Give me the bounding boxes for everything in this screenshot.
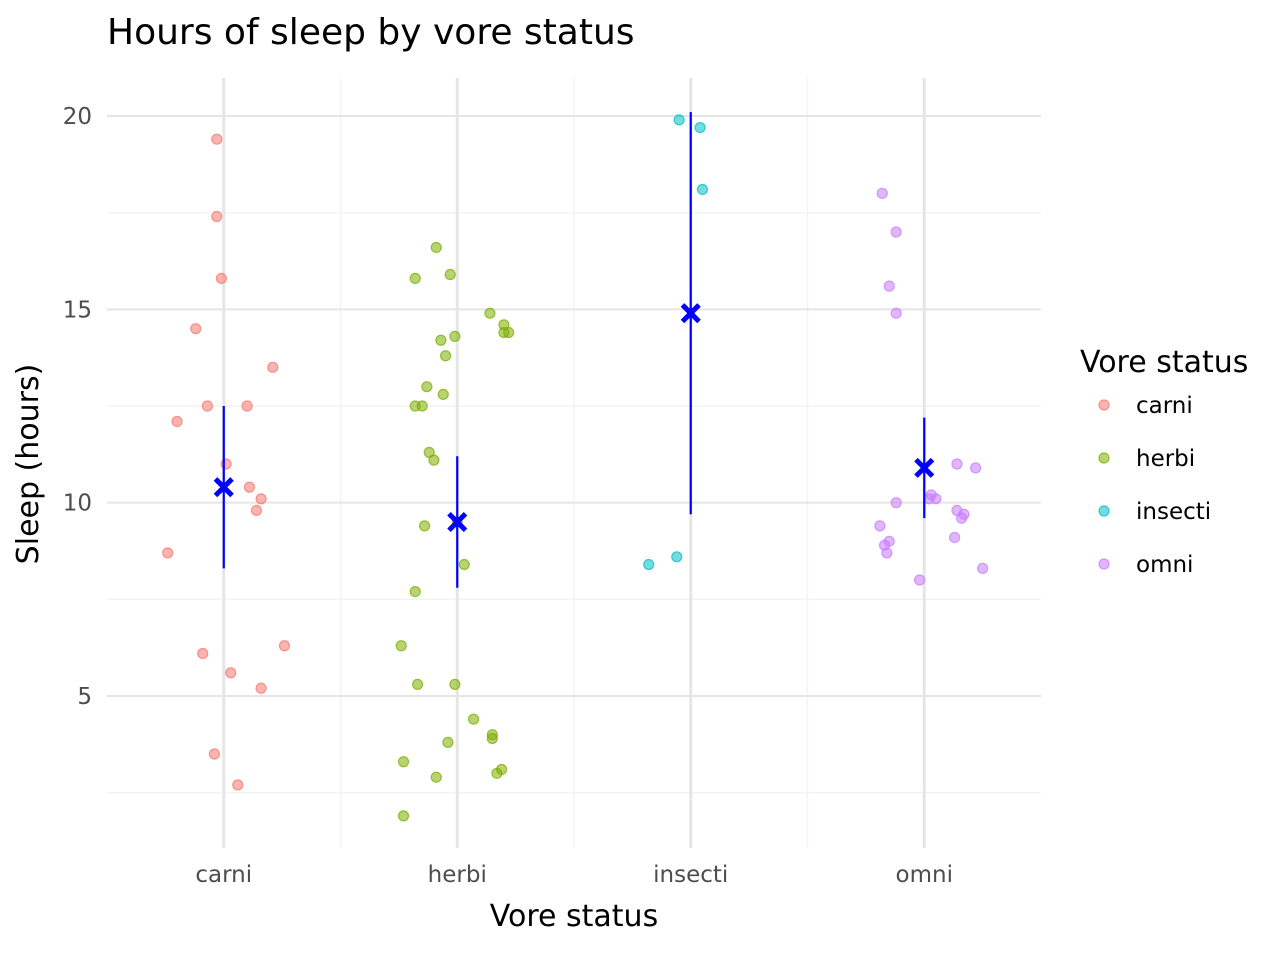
point-herbi-27 (397, 756, 410, 768)
point-carni-2 (215, 272, 228, 284)
point-herbi-30 (430, 771, 442, 783)
point-carni-15 (225, 667, 237, 679)
point-omni-5 (970, 462, 982, 474)
point-omni-14 (949, 531, 961, 544)
point-insecti-2 (696, 183, 709, 196)
chart-title: Hours of sleep by vore status (107, 12, 635, 53)
point-carni-12 (162, 547, 174, 559)
mean-marker-herbi (447, 511, 468, 533)
point-insecti-3 (671, 551, 683, 563)
point-herbi-3 (484, 307, 496, 319)
point-herbi-10 (421, 381, 433, 393)
point-herbi-21 (411, 678, 424, 691)
point-herbi-7 (449, 330, 461, 342)
point-omni-8 (923, 493, 935, 505)
legend-key-omni (1098, 558, 1110, 570)
point-omni-19 (913, 574, 926, 586)
point-omni-18 (977, 562, 989, 575)
point-carni-14 (278, 640, 291, 652)
point-herbi-26 (442, 736, 454, 749)
point-omni-9 (890, 497, 902, 509)
legend-label-herbi: herbi (1136, 446, 1195, 472)
point-carni-13 (197, 647, 209, 660)
legend: Vore status carni herbi insecti omni (1080, 345, 1248, 578)
x-axis-title: Vore status (490, 899, 658, 934)
legend-label-insecti: insecti (1136, 499, 1211, 525)
point-carni-3 (190, 323, 202, 335)
point-omni-3 (890, 307, 902, 319)
point-omni-12 (956, 512, 968, 524)
point-herbi-6 (503, 326, 515, 339)
point-carni-17 (208, 748, 221, 760)
point-carni-10 (255, 493, 267, 505)
point-carni-7 (241, 400, 253, 412)
point-carni-4 (267, 361, 279, 373)
x-tick-label-herbi: herbi (428, 862, 487, 888)
legend-key-insecti (1098, 505, 1110, 517)
point-carni-16 (255, 682, 267, 694)
point-herbi-29 (491, 767, 503, 779)
y-tick-label-15: 15 (63, 297, 92, 323)
point-carni-0 (211, 133, 223, 145)
grid (107, 78, 1041, 848)
point-carni-5 (171, 415, 183, 428)
point-carni-1 (211, 210, 223, 223)
point-omni-13 (874, 520, 886, 532)
y-tick-label-5: 5 (77, 684, 92, 710)
point-insecti-1 (694, 121, 706, 134)
point-carni-18 (232, 779, 244, 791)
y-axis-title: Sleep (hours) (11, 364, 46, 565)
point-herbi-25 (486, 729, 498, 741)
point-herbi-22 (449, 678, 461, 691)
mean-summary (213, 112, 935, 588)
x-tick-label-carni: carni (195, 862, 252, 888)
point-herbi-9 (439, 350, 452, 362)
point-herbi-15 (428, 454, 440, 466)
point-herbi-11 (437, 388, 449, 400)
point-herbi-8 (435, 334, 447, 346)
legend-key-carni (1098, 399, 1110, 411)
point-omni-17 (881, 547, 893, 559)
point-herbi-0 (430, 241, 442, 254)
y-tick-label-20: 20 (63, 104, 92, 130)
point-herbi-31 (397, 810, 410, 822)
point-herbi-23 (467, 713, 480, 725)
legend-title: Vore status (1080, 345, 1248, 380)
x-tick-label-insecti: insecti (653, 862, 728, 888)
point-herbi-1 (409, 272, 421, 284)
point-omni-4 (951, 458, 963, 470)
point-insecti-0 (673, 114, 685, 126)
data-points (162, 114, 989, 822)
legend-label-omni: omni (1136, 552, 1193, 578)
x-tick-label-omni: omni (896, 862, 953, 888)
y-tick-label-10: 10 (63, 491, 92, 517)
point-insecti-4 (643, 558, 655, 571)
point-omni-1 (890, 226, 902, 238)
axes: 5 10 15 20 carni herbi insecti omni (63, 104, 953, 888)
point-omni-2 (883, 280, 895, 292)
point-carni-9 (243, 481, 256, 493)
legend-label-carni: carni (1136, 393, 1193, 419)
point-herbi-17 (418, 520, 431, 532)
legend-key-herbi (1098, 452, 1110, 464)
point-herbi-18 (458, 558, 470, 571)
mean-marker-omni (914, 457, 935, 478)
point-herbi-19 (409, 585, 421, 598)
point-carni-11 (250, 504, 263, 516)
mean-marker-insecti (680, 303, 701, 324)
point-herbi-2 (444, 268, 456, 281)
point-herbi-20 (395, 640, 407, 652)
point-herbi-13 (416, 400, 428, 412)
mean-marker-carni (213, 477, 234, 498)
point-carni-8 (220, 458, 232, 470)
point-carni-6 (201, 400, 214, 412)
point-omni-0 (876, 187, 888, 199)
